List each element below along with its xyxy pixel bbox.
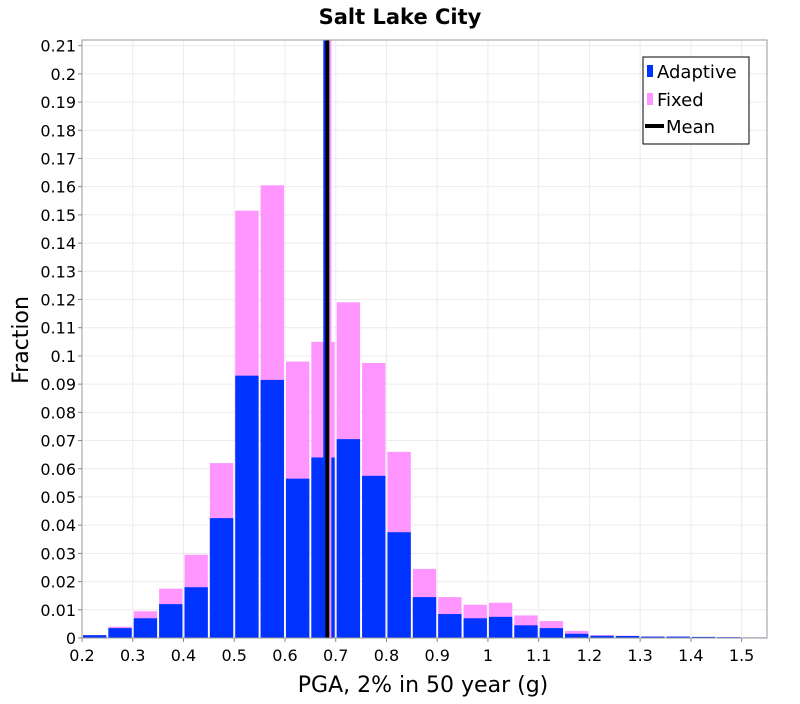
bar-adaptive [209, 518, 234, 638]
y-tick-label: 0.01 [40, 601, 76, 620]
bar-adaptive [691, 636, 716, 638]
y-tick-label: 0.2 [51, 65, 76, 84]
mean-lines [323, 40, 332, 638]
legend-label-mean: Mean [666, 117, 715, 138]
legend-swatch-fixed [647, 93, 653, 105]
x-tick-label: 0.4 [171, 646, 196, 665]
x-tick-label: 1.5 [729, 646, 754, 665]
bar-adaptive [285, 478, 310, 638]
y-tick-label: 0.16 [40, 178, 76, 197]
x-tick-label: 1.3 [627, 646, 652, 665]
bar-adaptive [539, 628, 564, 638]
x-tick-label: 1.1 [526, 646, 551, 665]
x-tick-label: 0.6 [272, 646, 297, 665]
bar-adaptive [412, 597, 437, 638]
bar-adaptive [184, 587, 208, 638]
y-tick-label: 0.13 [40, 262, 76, 281]
x-tick-label: 1 [483, 646, 493, 665]
x-tick-label: 1.4 [678, 646, 703, 665]
plot-frame [81, 39, 768, 639]
y-tick-label: 0.05 [40, 488, 76, 507]
y-tick-label: 0.17 [40, 149, 76, 168]
y-tick-label: 0.15 [40, 206, 76, 225]
y-tick-label: 0.12 [40, 291, 76, 310]
y-tick-label: 0.11 [40, 319, 76, 338]
bar-adaptive [615, 636, 640, 638]
x-tick-label: 0.2 [69, 646, 94, 665]
bar-adaptive [565, 633, 589, 638]
y-axis-label: Fraction [9, 296, 34, 384]
y-tick-label: 0.08 [40, 403, 76, 422]
y-tick-label: 0.09 [40, 375, 76, 394]
x-tick-label: 0.9 [424, 646, 449, 665]
bar-adaptive [641, 636, 665, 638]
legend-box [642, 56, 750, 145]
bar-adaptive [438, 614, 462, 638]
y-tick-label: 0.1 [51, 347, 76, 366]
bar-adaptive [260, 379, 284, 638]
y-tick-label: 0.14 [40, 234, 76, 253]
legend: Adaptive Fixed Mean [642, 56, 750, 145]
y-tick-label: 0.07 [40, 432, 76, 451]
bar-adaptive [159, 604, 183, 638]
legend-swatch-mean [645, 124, 664, 128]
bar-adaptive [83, 635, 107, 638]
x-tick-label: 0.7 [323, 646, 348, 665]
chart-title: Salt Lake City [319, 5, 482, 29]
y-tick-label: 0 [66, 629, 76, 648]
x-axis: 0.2 0.3 0.4 0.5 0.6 0.7 0.8 0.9 1 1.1 1.2 1.3 1.4 1.5 [69, 638, 754, 665]
x-axis-label: PGA, 2% in 50 year (g) [298, 673, 549, 698]
bar-adaptive [235, 375, 259, 638]
bar-adaptive [362, 475, 386, 638]
bar-adaptive [590, 635, 614, 638]
bar-adaptive [463, 618, 487, 638]
y-tick-label: 0.19 [40, 93, 76, 112]
x-tick-label: 0.8 [374, 646, 399, 665]
y-tick-label: 0.06 [40, 460, 76, 479]
x-tick-label: 0.5 [221, 646, 246, 665]
legend-swatch-adaptive [647, 65, 653, 77]
x-tick-label: 0.3 [120, 646, 145, 665]
bar-adaptive [514, 625, 538, 638]
legend-label-fixed: Fixed [657, 90, 704, 111]
y-tick-label: 0.21 [40, 37, 76, 56]
bar-adaptive [108, 628, 132, 638]
y-tick-label: 0.03 [40, 544, 76, 563]
legend-label-adaptive: Adaptive [657, 62, 737, 83]
bar-adaptive [133, 618, 158, 638]
y-tick-label: 0.04 [40, 516, 76, 535]
bars [83, 185, 766, 639]
bar-adaptive [666, 636, 690, 638]
bar-adaptive [336, 439, 361, 638]
y-tick-label: 0.02 [40, 573, 76, 592]
x-tick-label: 1.2 [577, 646, 602, 665]
bar-adaptive [488, 616, 513, 638]
y-tick-label: 0.18 [40, 121, 76, 140]
bar-adaptive [387, 532, 411, 638]
y-axis: 0 0.01 0.02 0.03 0.04 0.05 0.06 0.07 0.08 0.09 0.1… [40, 37, 82, 648]
